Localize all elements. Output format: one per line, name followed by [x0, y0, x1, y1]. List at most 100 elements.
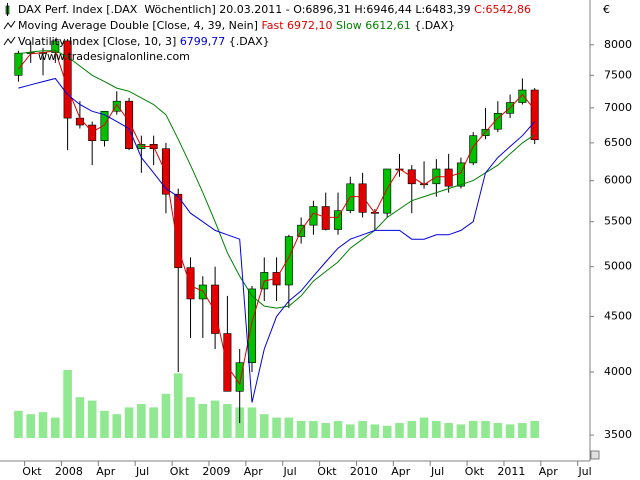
candle-body: [223, 333, 232, 392]
volume-bar: [259, 414, 269, 438]
x-tick-label: Okt: [317, 465, 337, 478]
candle-body: [211, 284, 220, 334]
x-tick-label: 2011: [497, 465, 525, 478]
candle-body: [88, 124, 97, 141]
volume-bar: [346, 424, 355, 438]
legend-text: Fast 6972,10: [261, 19, 336, 32]
volume-bar: [87, 400, 97, 438]
candle-body: [51, 40, 60, 53]
candle-body: [358, 183, 367, 213]
y-tick-label: 8000: [604, 38, 632, 51]
volume-bar: [223, 404, 232, 438]
volume-bar: [100, 410, 109, 438]
legend-text: Moving Average Double [Close, 4, 39, Nei…: [18, 19, 261, 32]
legend-line: Volatility Index [Close, 10, 3] 6799,77 …: [18, 35, 270, 48]
legend-text: {.DAX}: [414, 19, 455, 32]
volume-bar: [198, 404, 208, 438]
candle-body: [469, 135, 478, 164]
volume-bar: [38, 412, 48, 438]
legend-icons: [3, 3, 16, 46]
volume-bar: [518, 423, 527, 438]
currency: €: [603, 3, 610, 16]
candle-body: [125, 100, 134, 150]
legend-text: 6799,77: [180, 35, 229, 48]
volume-bar: [309, 421, 318, 438]
volume-bar: [247, 407, 257, 438]
volume-bar: [468, 421, 478, 438]
y-tick-label: 5500: [604, 215, 632, 228]
volume-bar: [419, 417, 429, 438]
x-tick-label: Apr: [391, 465, 411, 478]
volume-bar: [186, 397, 195, 438]
volume-bar: [173, 373, 183, 438]
x-tick-label: Jul: [430, 465, 444, 478]
volume-bar: [124, 407, 134, 438]
legend: DAX Perf. Index [.DAX Wöchentlich] 20.03…: [18, 3, 531, 48]
volume-bar: [51, 417, 60, 438]
volume-bar: [137, 404, 146, 438]
volume-bar: [333, 421, 343, 438]
legend-text: DAX Perf. Index [.DAX Wöchentlich] 20.03…: [18, 3, 293, 16]
volume-bar: [161, 393, 171, 438]
x-tick-label: Apr: [539, 465, 559, 478]
candle-body: [63, 40, 72, 119]
candle-body: [383, 168, 392, 214]
legend-text: {.DAX}: [229, 35, 270, 48]
y-tick-label: 6000: [604, 174, 632, 187]
y-tick-label: 4500: [604, 309, 632, 322]
legend-text: O:6896,31 H:6946,44 L:6483,39: [293, 3, 474, 16]
volume-bar: [272, 417, 281, 438]
volume-bar: [26, 414, 36, 438]
indicator-line: [18, 50, 536, 386]
candle-body: [174, 193, 183, 268]
y-tick-label: 7500: [604, 68, 632, 81]
candle-body: [186, 267, 195, 300]
legend-text: C:6542,86: [474, 3, 531, 16]
x-tick-label: Apr: [96, 465, 116, 478]
volume-bar: [321, 423, 331, 438]
x-tick-label: 2010: [350, 465, 378, 478]
x-tick-label: Jul: [282, 465, 296, 478]
legend-line: DAX Perf. Index [.DAX Wöchentlich] 20.03…: [18, 3, 531, 16]
candle-body: [112, 100, 121, 112]
y-tick-label: 5000: [604, 260, 632, 273]
volume-bar: [358, 421, 367, 438]
volume-bar: [395, 423, 404, 438]
volume-bar: [481, 421, 490, 438]
volume-bar: [407, 421, 417, 438]
volume-bar: [432, 421, 441, 438]
legend-text: Volatility Index [Close, 10, 3]: [18, 35, 180, 48]
y-tick-label: 4000: [604, 365, 632, 378]
watermark: www.tradesignalonline.com: [38, 50, 190, 63]
y-tick-label: 6500: [604, 136, 632, 149]
volume-bar: [210, 400, 220, 438]
candle-body: [161, 148, 170, 195]
x-tick-label: 2008: [55, 465, 83, 478]
volume-bar: [370, 424, 380, 438]
x-tick-label: Okt: [22, 465, 42, 478]
candle-body: [321, 206, 330, 230]
volume-bar: [444, 423, 453, 438]
candle-body: [284, 236, 293, 286]
legend-text: Slow 6612,61: [336, 19, 414, 32]
indicator-line: [18, 50, 535, 309]
volume-bar: [14, 410, 23, 438]
volume-bar: [63, 370, 72, 438]
candle-body: [100, 110, 109, 141]
candle-body: [493, 113, 502, 130]
x-tick-label: Jul: [135, 465, 149, 478]
y-tick-label: 7000: [604, 101, 632, 114]
volume-bar: [382, 425, 392, 438]
volume-bar: [75, 397, 85, 438]
y-tick-label: 3500: [604, 428, 632, 441]
volume-bar: [456, 424, 466, 438]
x-tick-label: Apr: [244, 465, 264, 478]
x-tick-label: 2009: [202, 465, 230, 478]
corner-box: [590, 450, 600, 460]
volume-bar: [530, 421, 539, 438]
candle-body: [14, 52, 23, 76]
x-tick-label: Jul: [577, 465, 591, 478]
volume-bar: [149, 407, 158, 438]
